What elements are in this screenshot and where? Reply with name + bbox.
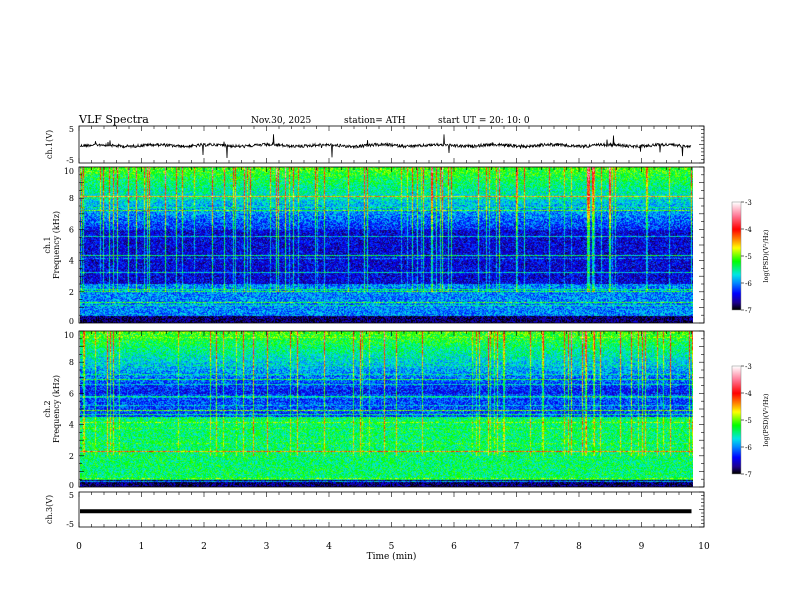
colorbar-tick-label: -6 <box>745 444 752 452</box>
y-tick-label: 10 <box>64 331 74 340</box>
x-tick-label: 7 <box>514 542 520 552</box>
y-tick-label: 6 <box>69 225 74 234</box>
colorbar-tick-label: -6 <box>745 280 752 288</box>
y-tick-label: 2 <box>69 288 74 297</box>
x-tick-label: 5 <box>389 542 395 552</box>
ch1-colorbar <box>732 202 741 310</box>
y-tick-label: 6 <box>69 389 74 398</box>
x-tick-label: 2 <box>201 542 207 552</box>
x-tick-label: 10 <box>698 542 710 552</box>
y-tick-label: 8 <box>69 194 74 203</box>
ch2-colorbar <box>732 366 741 474</box>
y-axis-label-frequency: Frequency (kHz) <box>52 211 61 279</box>
y-tick-label: 10 <box>64 167 74 176</box>
ch2-spectrogram-image <box>80 331 693 487</box>
y-tick-label: 2 <box>69 452 74 461</box>
y-axis-label-channel: ch.2 <box>43 400 52 417</box>
colorbar-tick-label: -4 <box>745 226 752 234</box>
start-time-label: start UT = 20: 10: 0 <box>438 116 530 126</box>
y-tick-label: 5 <box>69 491 74 500</box>
ch1-spectrogram-image <box>80 167 693 323</box>
colorbar-label: log(PSD)(V²/Hz) <box>762 229 770 282</box>
y-axis-label-frequency: Frequency (kHz) <box>52 375 61 443</box>
y-tick-label: 5 <box>69 125 74 134</box>
colorbar-tick-label: -7 <box>745 471 752 479</box>
x-axis-label: Time (min) <box>367 551 417 562</box>
ch1-spectrogram-frame <box>78 166 705 324</box>
y-tick-label: -5 <box>66 520 74 529</box>
colorbar-frame <box>731 201 742 311</box>
y-axis-label: ch.3(V) <box>45 495 54 524</box>
x-tick-label: 8 <box>576 542 582 552</box>
colorbar-tick-label: -3 <box>745 199 752 207</box>
x-tick-label: 1 <box>139 542 145 552</box>
date-label: Nov.30, 2025 <box>251 116 312 126</box>
figure-title: VLF Spectra <box>78 113 149 126</box>
ch2-spectrogram-frame <box>78 330 705 488</box>
y-tick-label: 4 <box>69 421 74 430</box>
colorbar-tick-label: -3 <box>745 363 752 371</box>
y-axis-label-channel: ch.1 <box>43 236 52 253</box>
y-axis-label: ch.1(V) <box>45 130 54 159</box>
y-tick-label: 0 <box>69 481 74 490</box>
x-tick-label: 4 <box>326 542 332 552</box>
x-tick-label: 0 <box>76 542 82 552</box>
colorbar-tick-label: -5 <box>745 417 752 425</box>
x-tick-label: 3 <box>264 542 270 552</box>
y-tick-label: 0 <box>69 317 74 326</box>
station-label: station= ATH <box>344 116 406 126</box>
x-tick-label: 6 <box>451 542 457 552</box>
y-tick-label: -5 <box>66 156 74 165</box>
y-tick-label: 8 <box>69 358 74 367</box>
ch1-waveform-line <box>79 134 692 159</box>
colorbar-label: log(PSD)(V²/Hz) <box>762 393 770 446</box>
colorbar-frame <box>731 365 742 475</box>
colorbar-tick-label: -7 <box>745 307 752 315</box>
colorbar-tick-label: -5 <box>745 253 752 261</box>
y-tick-label: 4 <box>69 257 74 266</box>
x-tick-label: 9 <box>639 542 645 552</box>
colorbar-tick-label: -4 <box>745 390 752 398</box>
